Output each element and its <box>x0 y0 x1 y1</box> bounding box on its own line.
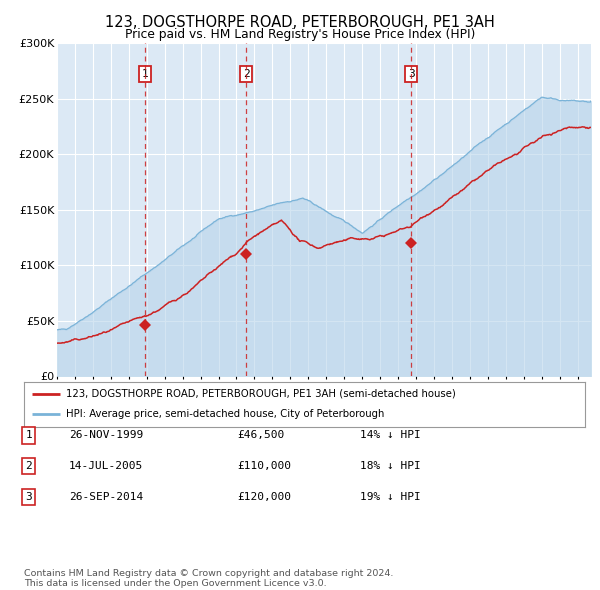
Text: 2: 2 <box>243 69 250 79</box>
Text: 19% ↓ HPI: 19% ↓ HPI <box>360 492 421 502</box>
Text: 1: 1 <box>142 69 149 79</box>
Text: 2: 2 <box>25 461 32 471</box>
Text: 18% ↓ HPI: 18% ↓ HPI <box>360 461 421 471</box>
Text: £46,500: £46,500 <box>237 431 284 440</box>
Text: £120,000: £120,000 <box>237 492 291 502</box>
Text: Contains HM Land Registry data © Crown copyright and database right 2024.
This d: Contains HM Land Registry data © Crown c… <box>24 569 394 588</box>
Text: 26-NOV-1999: 26-NOV-1999 <box>69 431 143 440</box>
Text: 14% ↓ HPI: 14% ↓ HPI <box>360 431 421 440</box>
Text: 14-JUL-2005: 14-JUL-2005 <box>69 461 143 471</box>
Text: £110,000: £110,000 <box>237 461 291 471</box>
Text: 3: 3 <box>408 69 415 79</box>
Text: 123, DOGSTHORPE ROAD, PETERBOROUGH, PE1 3AH: 123, DOGSTHORPE ROAD, PETERBOROUGH, PE1 … <box>105 15 495 30</box>
Text: Price paid vs. HM Land Registry's House Price Index (HPI): Price paid vs. HM Land Registry's House … <box>125 28 475 41</box>
Text: 1: 1 <box>25 431 32 440</box>
Text: HPI: Average price, semi-detached house, City of Peterborough: HPI: Average price, semi-detached house,… <box>66 409 385 419</box>
Text: 26-SEP-2014: 26-SEP-2014 <box>69 492 143 502</box>
Text: 3: 3 <box>25 492 32 502</box>
Text: 123, DOGSTHORPE ROAD, PETERBOROUGH, PE1 3AH (semi-detached house): 123, DOGSTHORPE ROAD, PETERBOROUGH, PE1 … <box>66 389 456 399</box>
